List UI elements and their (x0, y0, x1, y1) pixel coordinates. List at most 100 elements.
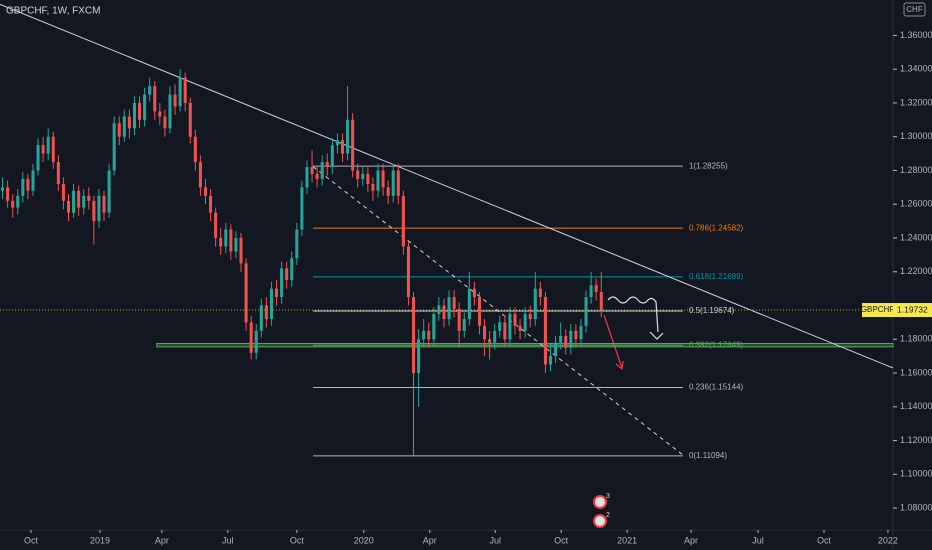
candle-body (295, 229, 299, 259)
badge-count: 2 (606, 512, 610, 519)
candle-body (320, 162, 324, 179)
fib-label: 0.5(1.19674) (689, 306, 735, 315)
candle-body (330, 145, 334, 168)
candle-body (381, 170, 385, 188)
fib-label: 0.382(1.17649) (689, 340, 744, 349)
candle-body (92, 200, 96, 222)
candle-body (46, 136, 50, 154)
candle-body (523, 313, 527, 331)
candle-body (127, 116, 131, 129)
candle-body (234, 237, 238, 252)
x-tick-label: Apr (423, 535, 437, 545)
candle-body (528, 313, 532, 320)
x-tick-label: Jul (489, 535, 501, 545)
y-tick-label: 1.36000 (900, 30, 932, 40)
candle-body (457, 308, 461, 331)
candle-body (158, 111, 162, 117)
x-tick-label: Oct (290, 535, 305, 545)
candle-body (21, 178, 25, 196)
candle-body (280, 268, 284, 298)
candle-body (214, 212, 218, 238)
plot: 1.36000 1.34000 1.32000 1.30000 1.28000 1.260… (0, 3, 932, 545)
candle-body (198, 162, 202, 188)
candle-body (427, 330, 431, 340)
candle-body (61, 183, 65, 201)
candle-body (183, 77, 187, 103)
candle-body (244, 263, 248, 323)
candle-body (275, 288, 279, 298)
candle-body (178, 77, 182, 107)
candle-body (259, 305, 263, 331)
x-tick-label: 2021 (617, 535, 637, 545)
y-tick-label: 1.24000 (900, 232, 932, 242)
candle-body (122, 116, 126, 137)
candle-body (290, 258, 294, 281)
fib-label: 0.618(1.21699) (689, 272, 744, 281)
candle-body (589, 285, 593, 298)
candle-body (554, 342, 558, 357)
x-tick-label: Oct (24, 535, 39, 545)
y-tick-label: 1.08000 (900, 502, 932, 512)
candle-body (346, 119, 350, 154)
candle-body (41, 145, 45, 154)
candle-body (564, 335, 568, 348)
candle-body (493, 330, 497, 343)
candle-body (442, 305, 446, 320)
candle-body (254, 330, 258, 353)
candle-body (102, 195, 106, 213)
candle-body (417, 339, 421, 374)
candle-body (543, 297, 547, 365)
candle-body (351, 119, 355, 171)
candle-body (584, 297, 588, 326)
y-tick-label: 1.32000 (900, 97, 932, 107)
candle-body (315, 173, 319, 179)
candle-body (300, 187, 304, 230)
candle-body (163, 116, 167, 129)
candle-body (391, 170, 395, 196)
candle-body (579, 325, 583, 340)
candle-body (72, 190, 76, 213)
projection-arrow (607, 296, 659, 333)
candle-body (1, 187, 5, 191)
x-tick-label: Apr (684, 535, 698, 545)
candle-body (559, 335, 563, 343)
candle-body (508, 313, 512, 340)
candle-body (366, 173, 370, 184)
y-tick-label: 1.34000 (900, 64, 932, 74)
candle-body (264, 305, 268, 320)
y-tick-label: 1.14000 (900, 401, 932, 411)
candle-body (117, 123, 121, 137)
candle-body (488, 339, 492, 343)
candle-body (229, 229, 233, 252)
y-tick-label: 1.22000 (900, 266, 932, 276)
x-tick-label: Apr (155, 535, 169, 545)
candle-body (498, 322, 502, 331)
candle-body (56, 162, 60, 184)
candle-body (538, 288, 542, 298)
y-tick-label: 1.26000 (900, 199, 932, 209)
candle-body (376, 170, 380, 191)
last-price-label: 1.19732 (897, 304, 928, 314)
x-tick-label: Jul (752, 535, 764, 545)
candle-body (51, 136, 55, 163)
currency-box (903, 2, 926, 17)
fib-label: 0.236(1.15144) (689, 383, 744, 392)
trend-line (312, 166, 684, 456)
y-tick-label: 1.16000 (900, 367, 932, 377)
trend-line (0, 3, 894, 369)
x-tick-label: Oct (554, 535, 569, 545)
candle-body (335, 140, 339, 146)
candle-body (518, 325, 522, 331)
y-tick-label: 1.30000 (900, 131, 932, 141)
x-tick-label: 2020 (354, 535, 374, 545)
candle-body (26, 178, 30, 191)
candle-body (305, 167, 309, 188)
y-tick-label: 1.12000 (900, 435, 932, 445)
candle-body (36, 145, 40, 171)
candle-body (153, 86, 157, 112)
candle-body (513, 313, 517, 326)
candle-body (462, 319, 466, 331)
